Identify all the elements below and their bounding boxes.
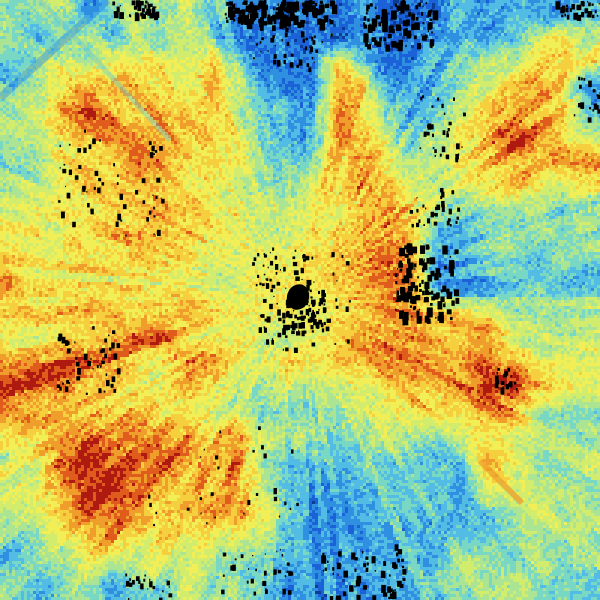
radar-heatmap-canvas <box>0 0 600 600</box>
radar-image <box>0 0 600 600</box>
